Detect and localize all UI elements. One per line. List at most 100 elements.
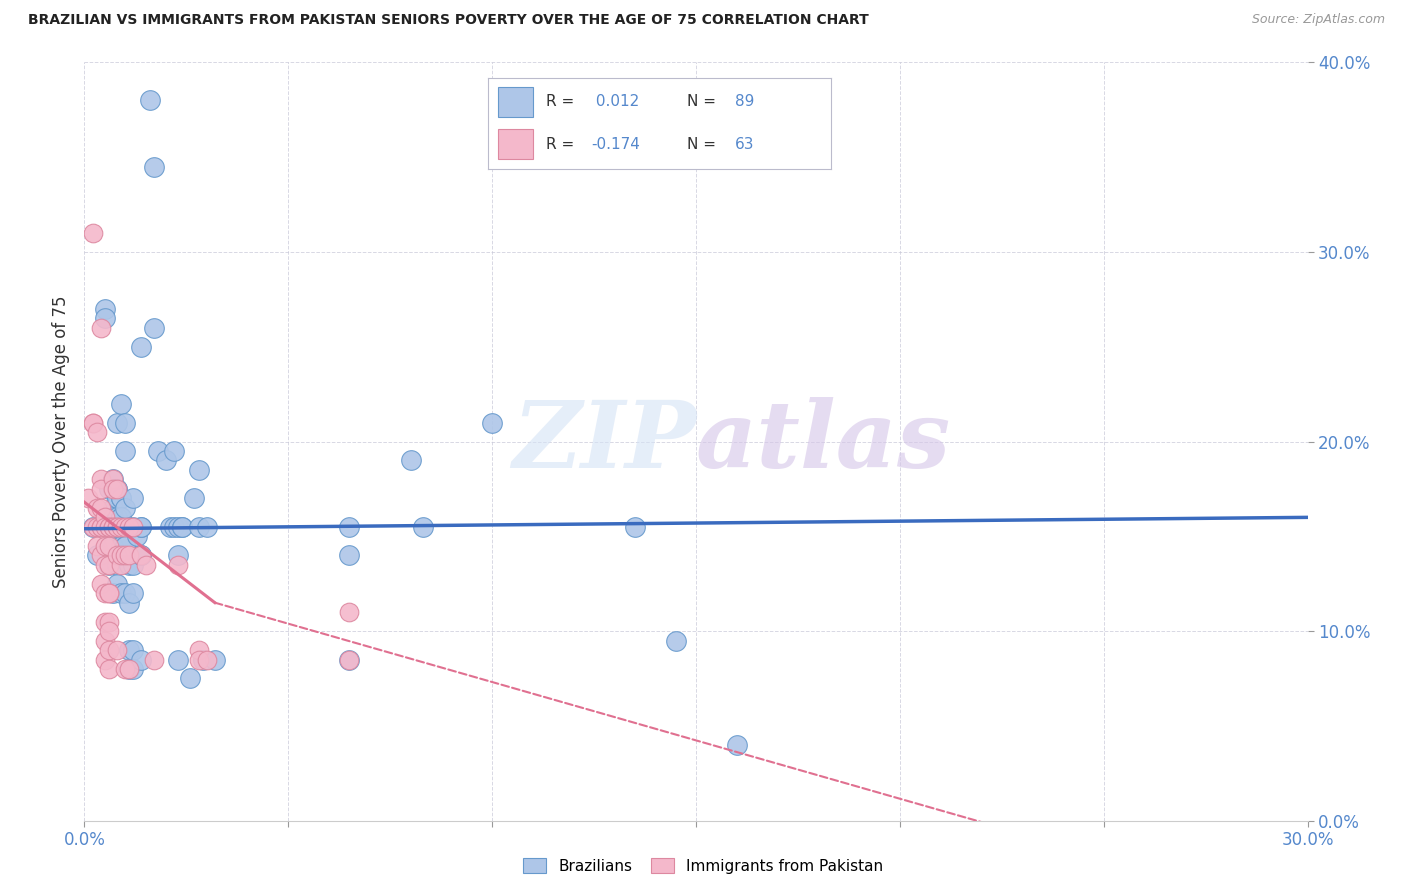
Point xyxy=(665,633,688,648)
Point xyxy=(86,500,108,515)
Point xyxy=(93,510,115,524)
Point xyxy=(101,473,124,487)
Point xyxy=(167,548,190,563)
Point xyxy=(97,586,120,600)
Point xyxy=(110,491,132,506)
Point xyxy=(110,539,132,553)
Point xyxy=(105,520,128,534)
Point xyxy=(105,416,128,430)
Point xyxy=(118,520,141,534)
Point xyxy=(131,340,153,354)
Point xyxy=(114,548,136,563)
Point xyxy=(624,520,647,534)
Point xyxy=(725,738,748,752)
Point xyxy=(122,643,145,657)
Point xyxy=(339,605,361,619)
Point xyxy=(187,520,209,534)
Point xyxy=(90,473,112,487)
Point xyxy=(167,520,190,534)
Point xyxy=(97,615,120,629)
Point xyxy=(101,510,124,524)
Point xyxy=(142,160,165,174)
Point xyxy=(110,539,132,553)
Point xyxy=(122,558,145,572)
Point xyxy=(172,520,194,534)
Point xyxy=(127,529,149,543)
Point xyxy=(86,539,108,553)
Point xyxy=(90,520,112,534)
Point xyxy=(105,520,128,534)
Point xyxy=(159,520,181,534)
Point xyxy=(105,482,128,496)
Point xyxy=(122,520,145,534)
Point xyxy=(86,520,108,534)
Point xyxy=(110,520,132,534)
Point xyxy=(82,416,104,430)
Point xyxy=(187,643,209,657)
Point xyxy=(114,500,136,515)
Point xyxy=(110,548,132,563)
Point xyxy=(105,520,128,534)
Text: Source: ZipAtlas.com: Source: ZipAtlas.com xyxy=(1251,13,1385,27)
Point xyxy=(118,643,141,657)
Point xyxy=(101,482,124,496)
Point xyxy=(131,520,153,534)
Point xyxy=(97,662,120,676)
Point xyxy=(195,520,218,534)
Point xyxy=(172,520,194,534)
Point xyxy=(339,652,361,666)
Point xyxy=(101,520,124,534)
Point xyxy=(105,576,128,591)
Text: ZIP: ZIP xyxy=(512,397,696,486)
Point xyxy=(204,652,226,666)
Point xyxy=(114,416,136,430)
Point xyxy=(191,652,214,666)
Point xyxy=(339,520,361,534)
Point xyxy=(114,586,136,600)
Point xyxy=(155,453,177,467)
Point xyxy=(412,520,434,534)
Point xyxy=(105,510,128,524)
Point xyxy=(90,520,112,534)
Point xyxy=(118,662,141,676)
Point xyxy=(118,662,141,676)
Point xyxy=(131,548,153,563)
Point xyxy=(101,586,124,600)
Point xyxy=(93,539,115,553)
Point xyxy=(187,463,209,477)
Point xyxy=(187,652,209,666)
Point xyxy=(105,491,128,506)
Point xyxy=(339,548,361,563)
Point xyxy=(114,662,136,676)
Point xyxy=(101,500,124,515)
Point xyxy=(105,520,128,534)
Point xyxy=(97,520,120,534)
Point xyxy=(105,482,128,496)
Point xyxy=(101,520,124,534)
Point xyxy=(86,548,108,563)
Point xyxy=(110,396,132,410)
Point xyxy=(118,596,141,610)
Point xyxy=(142,320,165,334)
Point xyxy=(97,520,120,534)
Point xyxy=(118,548,141,563)
Point xyxy=(179,672,201,686)
Point xyxy=(101,539,124,553)
Point xyxy=(101,473,124,487)
Point xyxy=(114,539,136,553)
Point xyxy=(90,482,112,496)
Point xyxy=(110,491,132,506)
Point xyxy=(105,643,128,657)
Point xyxy=(105,548,128,563)
Point xyxy=(114,539,136,553)
Point xyxy=(90,548,112,563)
Point xyxy=(110,510,132,524)
Legend: Brazilians, Immigrants from Pakistan: Brazilians, Immigrants from Pakistan xyxy=(517,852,889,880)
Point xyxy=(110,510,132,524)
Point xyxy=(167,652,190,666)
Point xyxy=(110,586,132,600)
Point xyxy=(122,662,145,676)
Point xyxy=(122,520,145,534)
Point xyxy=(481,416,503,430)
Point xyxy=(105,558,128,572)
